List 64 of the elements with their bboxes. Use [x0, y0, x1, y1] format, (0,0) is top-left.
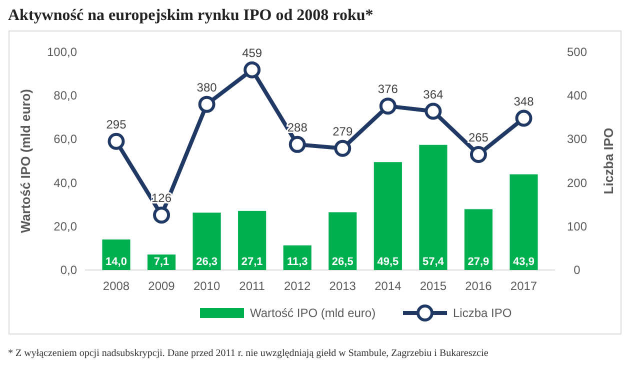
- bar: [464, 209, 493, 270]
- x-tick-label: 2011: [239, 279, 266, 293]
- y2-tick-label: 0: [574, 263, 581, 277]
- x-tick-label: 2008: [102, 279, 130, 293]
- x-tick-label: 2016: [465, 279, 492, 293]
- data-label: 380: [196, 80, 218, 94]
- bar: [328, 212, 357, 270]
- y-tick-label: 60,0: [54, 132, 78, 146]
- data-label: 7,1: [154, 256, 170, 268]
- y2-axis-title: Liczba IPO: [601, 128, 616, 194]
- legend-label: Liczba IPO: [453, 306, 512, 320]
- y-tick-label: 100,0: [46, 45, 78, 59]
- data-label: 49,5: [377, 256, 399, 268]
- bar: [238, 210, 266, 270]
- point: [424, 102, 442, 120]
- chart-title: Aktywność na europejskim rynku IPO od 2008 roku*: [8, 7, 374, 24]
- x-tick-label: 2014: [374, 279, 402, 293]
- y-axis-title: Wartość IPO (mld euro): [18, 89, 33, 233]
- point: [244, 61, 261, 78]
- data-label: 376: [378, 82, 398, 96]
- y-tick-label: 0,0: [60, 263, 78, 277]
- legend-label: Wartość IPO (mld euro): [250, 306, 376, 320]
- bar: [374, 162, 402, 270]
- y-tick-label: 20,0: [54, 219, 78, 234]
- bar: [510, 174, 538, 270]
- x-tick-label: 2012: [284, 279, 312, 293]
- point: [108, 132, 125, 150]
- y-tick-label: 80,0: [54, 88, 78, 103]
- point: [198, 96, 216, 113]
- point: [515, 110, 532, 127]
- data-label: 27,9: [468, 256, 490, 268]
- x-tick-label: 2009: [148, 279, 176, 293]
- y2-tick-label: 300: [566, 132, 588, 146]
- data-label: 43,9: [513, 256, 534, 268]
- x-tick-label: 2010: [193, 279, 220, 293]
- point: [334, 140, 352, 157]
- bar: [192, 212, 221, 270]
- point: [153, 206, 170, 224]
- data-label: 364: [423, 87, 444, 102]
- bar: [419, 144, 448, 270]
- data-label: 265: [468, 130, 489, 144]
- data-label: 57,4: [422, 256, 445, 268]
- y2-tick-label: 100: [566, 219, 588, 234]
- bar: [102, 239, 130, 270]
- point: [379, 98, 396, 115]
- data-label: 26,5: [332, 256, 354, 268]
- data-label: 295: [106, 117, 127, 132]
- x-tick-label: 2017: [510, 279, 538, 293]
- text: * Z wyłączeniem opcji nadsubskrypcji. Dane przed 2011 r. nie uwzględniają giełd w Stambule, Zagrzebiu i Bukareszcie: [8, 348, 489, 359]
- data-label: 14,0: [106, 256, 127, 268]
- data-label: 279: [332, 124, 353, 138]
- x-tick-label: 2015: [420, 279, 447, 293]
- data-label: 459: [242, 46, 262, 60]
- y-tick-label: 40,0: [54, 176, 78, 190]
- data-label: 11,3: [286, 256, 308, 268]
- data-label: 26,3: [196, 256, 218, 268]
- x-tick-label: 2013: [329, 279, 356, 293]
- y2-tick-label: 400: [566, 88, 588, 103]
- data-label: 348: [514, 94, 534, 108]
- y2-tick-label: 500: [566, 45, 588, 59]
- point: [288, 136, 306, 153]
- data-label: 27,1: [241, 256, 263, 268]
- point: [470, 146, 487, 163]
- y2-tick-label: 200: [566, 176, 588, 190]
